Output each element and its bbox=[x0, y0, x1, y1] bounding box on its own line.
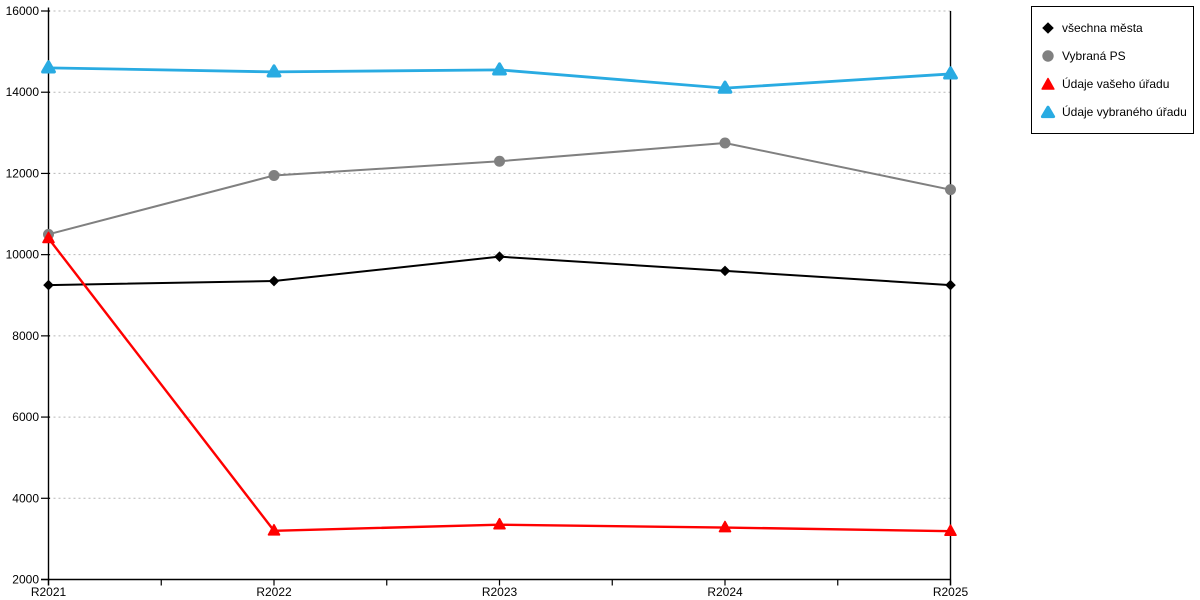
legend-item: Údaje vašeho úřadu bbox=[1040, 70, 1187, 98]
svg-text:6000: 6000 bbox=[12, 410, 39, 424]
svg-text:R2025: R2025 bbox=[933, 585, 969, 599]
svg-text:R2023: R2023 bbox=[482, 585, 518, 599]
triangle-marker-icon bbox=[1040, 104, 1056, 120]
svg-text:10000: 10000 bbox=[6, 248, 40, 262]
svg-text:R2022: R2022 bbox=[256, 585, 292, 599]
legend-item-label: Vybraná PS bbox=[1062, 49, 1126, 63]
legend-item-label: všechna města bbox=[1062, 21, 1143, 35]
legend: všechna města Vybraná PS Údaje vašeho úř… bbox=[1031, 6, 1194, 134]
legend-item: Vybraná PS bbox=[1040, 42, 1187, 70]
legend-item-label: Údaje vybraného úřadu bbox=[1062, 105, 1187, 119]
svg-text:14000: 14000 bbox=[6, 85, 40, 99]
diamond-marker-icon bbox=[1040, 20, 1056, 36]
svg-text:R2024: R2024 bbox=[707, 585, 743, 599]
line-chart: 2000 4000 6000 8000 10000 12000 14000 16000 R202… bbox=[6, 4, 969, 599]
svg-text:2000: 2000 bbox=[12, 573, 39, 587]
svg-text:12000: 12000 bbox=[6, 166, 40, 180]
legend-item-label: Údaje vašeho úřadu bbox=[1062, 77, 1170, 91]
svg-text:R2021: R2021 bbox=[31, 585, 67, 599]
circle-marker-icon bbox=[1040, 48, 1056, 64]
legend-item: všechna města bbox=[1040, 14, 1187, 42]
svg-text:16000: 16000 bbox=[6, 4, 40, 18]
svg-text:4000: 4000 bbox=[12, 491, 39, 505]
triangle-marker-icon bbox=[1040, 76, 1056, 92]
svg-text:8000: 8000 bbox=[12, 329, 39, 343]
legend-item: Údaje vybraného úřadu bbox=[1040, 98, 1187, 126]
